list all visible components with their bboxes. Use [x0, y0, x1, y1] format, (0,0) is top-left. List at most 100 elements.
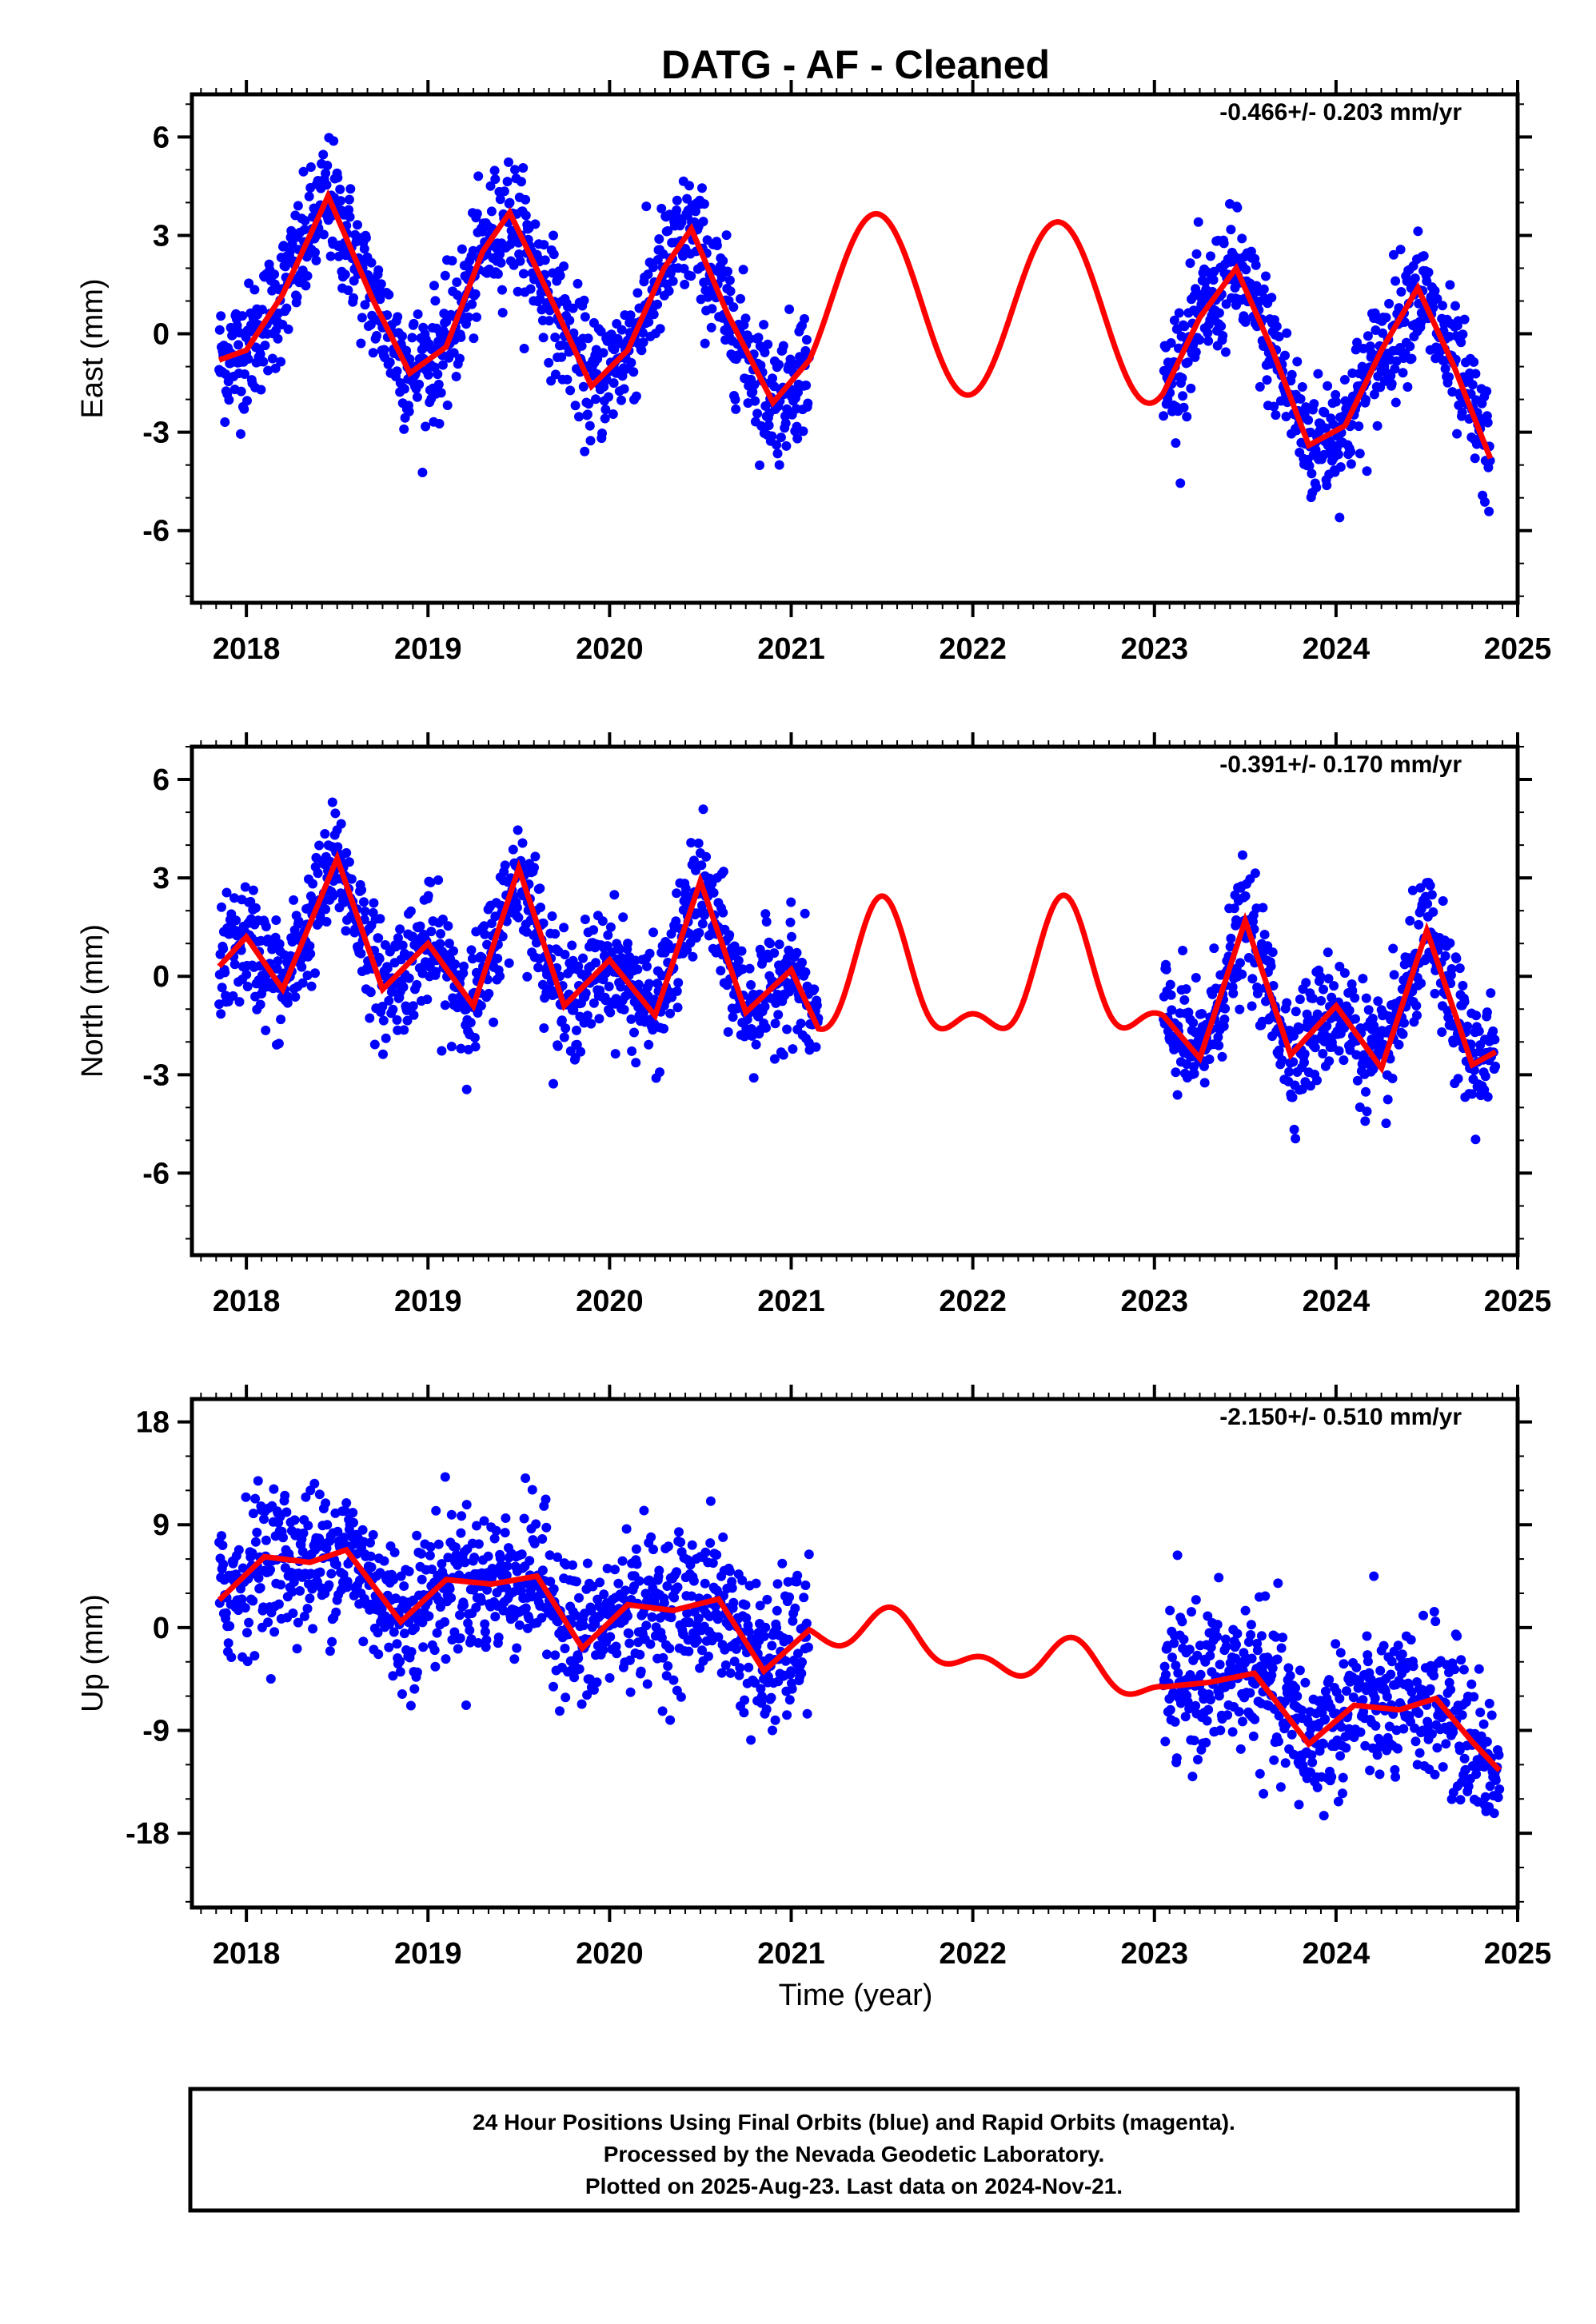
data-point [249, 1651, 259, 1660]
data-point [226, 1652, 236, 1662]
data-point [639, 1506, 648, 1516]
data-point [357, 313, 367, 322]
data-point [1445, 939, 1454, 948]
x-tick-label: 2022 [939, 1285, 1007, 1318]
data-point [237, 311, 247, 321]
data-point [781, 441, 791, 451]
data-point [1182, 412, 1191, 421]
data-point [1334, 449, 1343, 459]
data-point [367, 1562, 377, 1572]
data-point [649, 309, 659, 319]
data-point [559, 923, 569, 932]
data-point [636, 1667, 646, 1676]
data-point [341, 269, 350, 279]
data-point [716, 966, 725, 975]
data-point [1313, 1783, 1323, 1792]
data-point [1241, 1606, 1251, 1616]
data-point [326, 252, 336, 261]
data-point [295, 1586, 305, 1596]
data-point [700, 911, 709, 920]
data-point [357, 885, 366, 895]
data-point [755, 460, 764, 470]
data-point [1364, 1005, 1374, 1015]
data-point [1190, 1736, 1199, 1745]
data-point [1470, 453, 1480, 463]
data-point [461, 1557, 470, 1567]
data-point [1481, 1071, 1490, 1081]
data-point [341, 926, 351, 935]
data-point [1428, 907, 1438, 917]
data-point [568, 1561, 577, 1570]
data-point [417, 1575, 427, 1585]
data-point [688, 952, 697, 962]
data-point [384, 1643, 393, 1652]
data-point [646, 1533, 656, 1542]
data-point [1324, 1675, 1334, 1684]
data-point [1277, 1644, 1287, 1653]
data-point [441, 1473, 450, 1482]
data-point [1253, 1645, 1263, 1655]
data-point [1396, 245, 1406, 254]
data-point [249, 886, 258, 895]
data-point [337, 819, 346, 829]
data-point [1351, 1015, 1360, 1024]
data-point [767, 432, 776, 441]
data-point [1307, 1758, 1317, 1768]
data-point [1363, 466, 1372, 476]
data-point [1235, 958, 1245, 967]
data-point [1222, 1642, 1231, 1652]
data-point [1295, 995, 1305, 1004]
data-point [613, 1579, 623, 1589]
data-point [536, 903, 545, 912]
data-point [598, 916, 608, 926]
data-point [407, 333, 417, 342]
data-point [1445, 280, 1454, 289]
data-point [1438, 896, 1448, 906]
data-point [465, 1625, 474, 1635]
data-point [513, 913, 523, 923]
data-point [1315, 972, 1325, 982]
data-point [648, 927, 658, 937]
data-point [1426, 881, 1435, 891]
data-point [234, 1545, 244, 1555]
data-point [1450, 301, 1460, 311]
data-point [268, 354, 277, 364]
y-tick-label: 3 [153, 862, 170, 895]
data-point [1471, 1011, 1481, 1020]
data-point [1458, 981, 1467, 991]
data-point [345, 212, 355, 221]
data-point [680, 280, 689, 289]
data-point [725, 1566, 735, 1576]
data-point [580, 447, 589, 456]
data-point [701, 852, 711, 862]
data-point [1185, 1644, 1195, 1654]
data-point [239, 405, 249, 414]
data-point [781, 418, 791, 428]
data-point [422, 995, 432, 1004]
data-point [1382, 313, 1391, 322]
data-point [812, 1042, 821, 1052]
data-point [745, 964, 755, 974]
x-tick-label: 2025 [1484, 1285, 1552, 1318]
data-point [242, 1628, 252, 1637]
data-point [261, 1026, 270, 1035]
data-point [663, 1661, 672, 1671]
data-point [792, 1571, 802, 1581]
data-point [512, 1644, 521, 1653]
data-point [761, 1023, 771, 1033]
data-point [668, 1676, 678, 1685]
data-point [315, 1489, 325, 1499]
data-point [1455, 963, 1465, 973]
data-point [605, 1673, 615, 1683]
north-points [214, 798, 1500, 1145]
data-point [490, 165, 500, 175]
y-tick-label: 6 [153, 121, 170, 154]
data-point [700, 1548, 710, 1557]
data-point [722, 230, 732, 240]
data-point [565, 316, 574, 325]
data-point [417, 1549, 426, 1559]
data-point [658, 1706, 668, 1716]
data-point [316, 1568, 325, 1577]
data-point [242, 396, 252, 405]
x-tick-label: 2018 [213, 1285, 281, 1318]
